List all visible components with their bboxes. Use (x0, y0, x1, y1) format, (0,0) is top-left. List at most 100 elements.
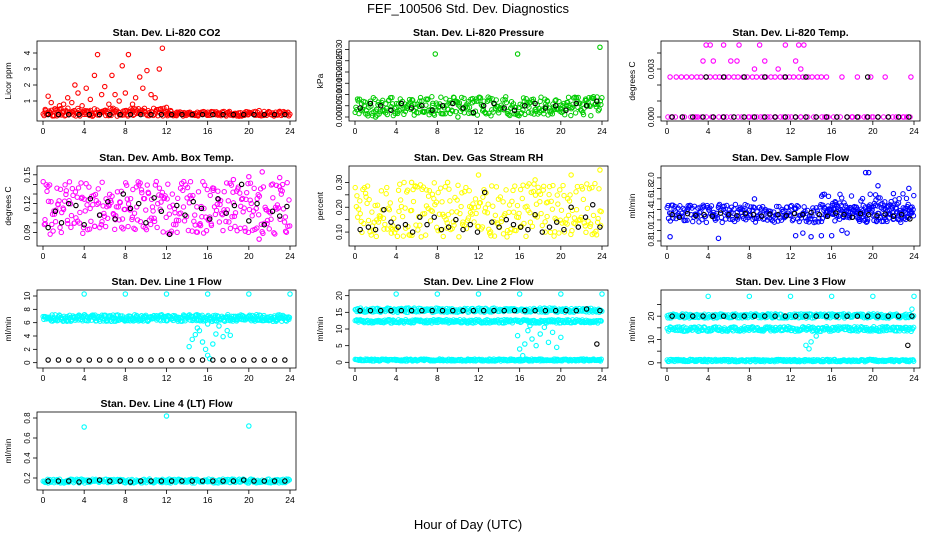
data-point (430, 100, 436, 107)
data-point (532, 100, 538, 107)
data-point (232, 223, 238, 230)
data-point (229, 214, 235, 220)
data-point (512, 183, 518, 189)
data-point (453, 216, 459, 223)
data-point (429, 307, 435, 314)
data-point (742, 210, 748, 217)
data-point (568, 105, 575, 112)
data-point (525, 327, 531, 334)
data-point (788, 202, 795, 209)
data-point (470, 109, 477, 116)
data-point (189, 357, 195, 363)
data-point (460, 226, 466, 233)
x-tick-label: 20 (244, 251, 254, 261)
data-point (420, 184, 427, 190)
data-point (863, 219, 870, 225)
data-point (782, 114, 789, 120)
chart-title: Stan. Dev. Line 2 Flow (423, 276, 534, 288)
data-point (542, 307, 549, 314)
data-point (402, 221, 409, 228)
data-point (693, 212, 699, 219)
data-point (475, 172, 482, 178)
data-point (210, 341, 216, 347)
data-point (695, 114, 701, 120)
data-point (670, 215, 676, 221)
y-tick-label: 10 (23, 291, 32, 300)
data-point (490, 203, 496, 209)
data-point (791, 210, 798, 217)
data-point (519, 195, 525, 202)
data-point (99, 179, 105, 185)
data-point (181, 218, 188, 224)
data-point (45, 93, 51, 99)
y-axis-label: ml/min (315, 316, 325, 341)
data-point (419, 307, 425, 314)
x-tick-label: 0 (665, 373, 670, 383)
data-point (282, 228, 289, 234)
data-point (483, 111, 489, 117)
data-point (699, 216, 705, 223)
data-point (86, 357, 93, 363)
data-point (431, 214, 437, 220)
data-point (163, 104, 170, 111)
data-point (76, 220, 83, 226)
data-point (894, 201, 900, 208)
data-point (365, 224, 372, 230)
data-point (583, 306, 590, 312)
x-tick-label: 8 (123, 495, 128, 505)
data-point (264, 220, 270, 227)
data-point (503, 216, 510, 223)
x-tick-label: 16 (203, 126, 213, 136)
x-tick-label: 12 (162, 251, 172, 261)
data-point (83, 85, 89, 91)
data-point (909, 313, 915, 319)
data-point (514, 202, 521, 209)
data-point (246, 218, 252, 224)
data-point (102, 223, 109, 230)
data-point (844, 114, 850, 120)
data-point (260, 230, 266, 237)
data-point (249, 213, 255, 219)
data-point (516, 291, 523, 297)
data-point (739, 114, 745, 120)
data-point (66, 179, 73, 185)
data-point (716, 201, 723, 208)
x-tick-label: 16 (203, 251, 213, 261)
data-point (841, 211, 847, 218)
data-point (189, 111, 195, 118)
data-point (284, 179, 290, 186)
data-point (273, 182, 280, 188)
y-tick-label: 0.8 (23, 412, 32, 424)
x-tick-label: 12 (162, 495, 172, 505)
data-point (744, 74, 751, 80)
data-point (235, 110, 242, 116)
data-point (175, 195, 181, 202)
data-point (440, 233, 446, 240)
data-point (874, 203, 881, 209)
chart-panel: Stan. Dev. Amb. Box Temp.degrees C0 4 8 12 1… (3, 152, 297, 261)
data-point (803, 313, 809, 319)
data-point (151, 218, 158, 225)
data-point (366, 196, 372, 203)
data-point (510, 209, 517, 215)
data-point (451, 222, 457, 228)
data-point (58, 229, 65, 236)
data-point (457, 210, 463, 217)
data-point (174, 229, 180, 236)
data-point (362, 190, 369, 197)
data-point (909, 204, 915, 210)
data-point (885, 313, 892, 319)
data-point (227, 332, 234, 339)
data-point (529, 336, 535, 342)
data-point (124, 196, 130, 202)
data-point (864, 313, 871, 319)
data-point (44, 188, 50, 194)
y-tick-label: 10 (335, 324, 344, 333)
data-point (504, 234, 510, 240)
y-tick-label: 0.025 (335, 50, 344, 71)
data-point (501, 307, 507, 314)
data-point (425, 96, 431, 102)
data-point (381, 206, 387, 213)
